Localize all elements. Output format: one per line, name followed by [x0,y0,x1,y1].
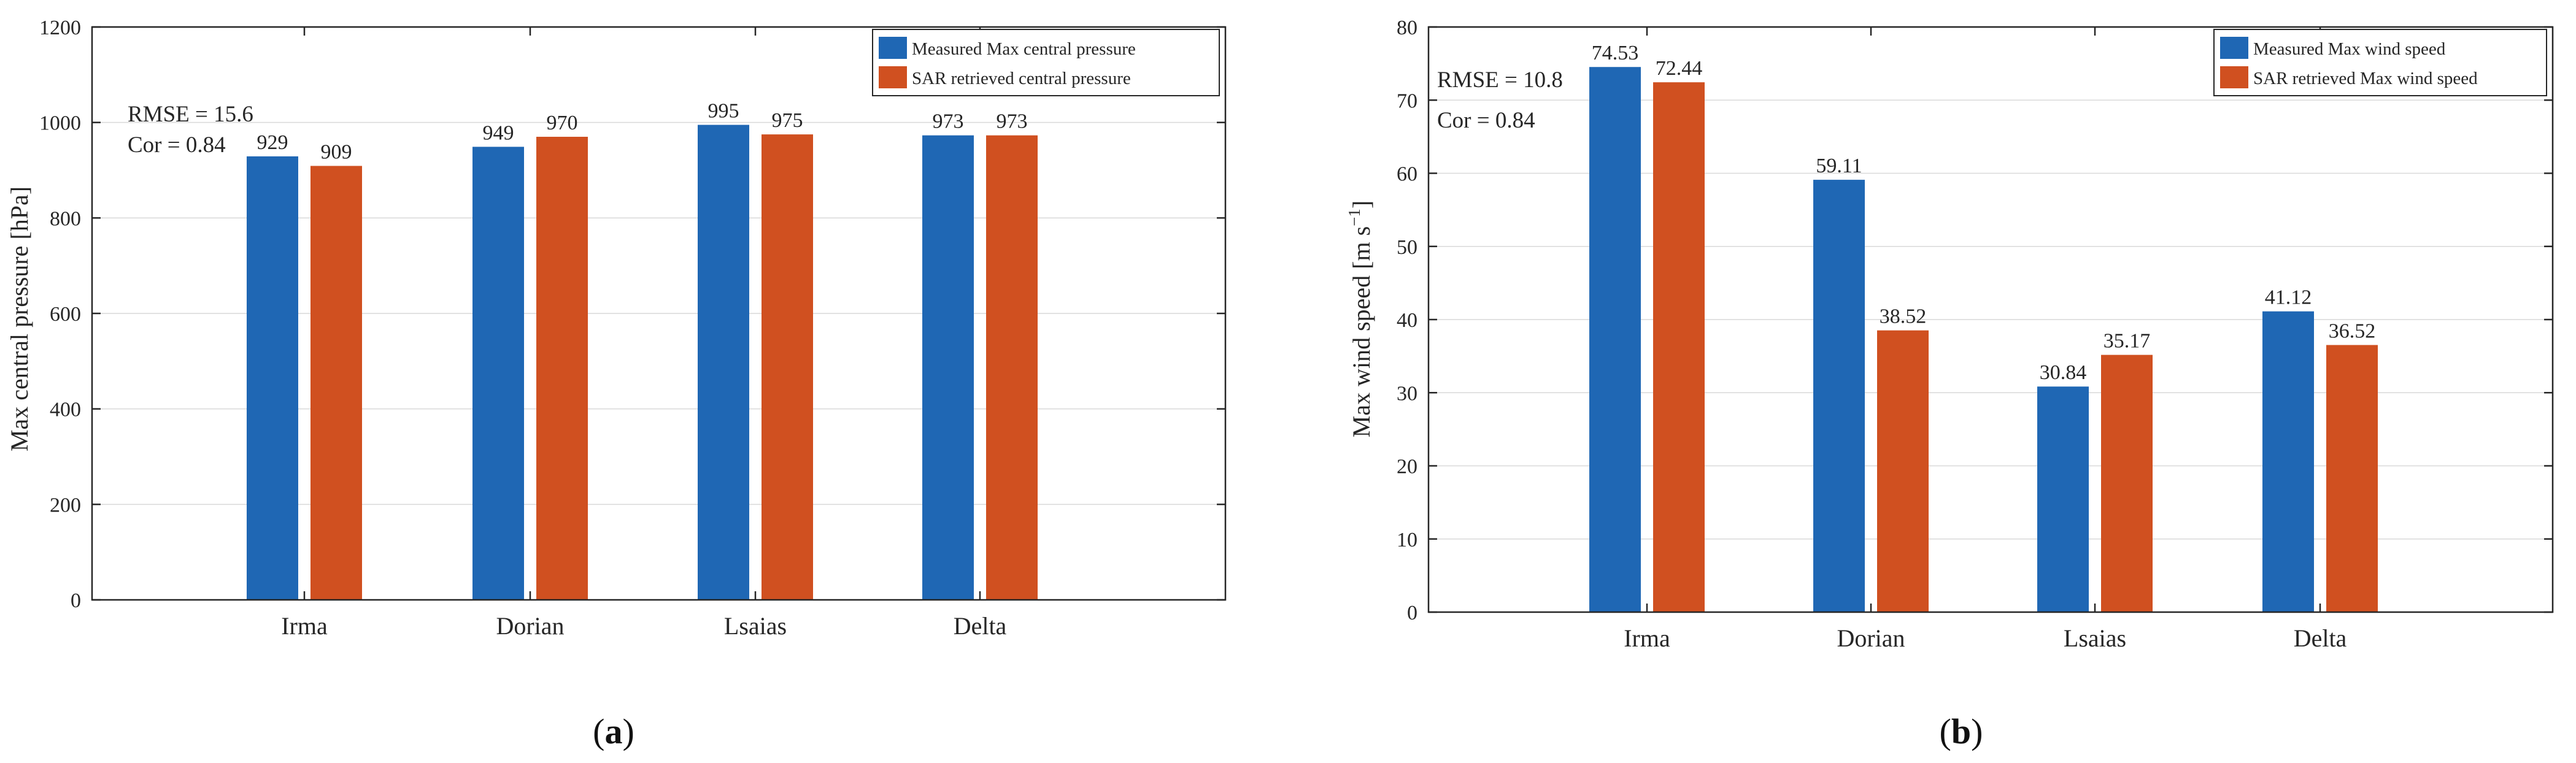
x-tick-label-b-irma: Irma [1624,624,1670,652]
bar-a-measured-dorian [472,147,524,600]
y-tick-label-b-2: 20 [1397,456,1417,478]
x-tick-label-b-dorian: Dorian [1837,624,1905,652]
x-tick-label-a-lsaias: Lsaias [724,612,787,640]
y-ticks-a: 0 200 400 600 800 1000 1200 [39,17,1225,612]
data-label-b-retrieved-delta: 36.52 [2329,320,2376,342]
bar-a-measured-irma [247,156,298,600]
cor-stat-b: Cor = 0.84 [1437,108,1535,133]
data-label-a-retrieved-lsaias: 975 [772,109,803,132]
y-tick-label-b-7: 70 [1397,90,1417,112]
x-tick-label-a-irma: Irma [281,612,328,640]
bar-a-measured-lsaias [698,125,749,600]
data-label-b-retrieved-irma: 72.44 [1656,57,1703,80]
y-axis-title-a: Max central pressure [hPa] [6,186,33,451]
bar-b-measured-dorian [1813,180,1865,612]
y-axis-title-b: Max wind speed [m s−1] [1345,201,1375,437]
legend-swatch-measured-a [879,37,907,59]
data-label-b-retrieved-lsaias: 35.17 [2104,330,2151,353]
y-tick-label-a-2: 400 [50,399,81,421]
bar-a-measured-delta [922,135,974,600]
y-tick-label-b-3: 30 [1397,382,1417,405]
panel-label-b: (b) [1940,711,1983,751]
x-tick-label-b-lsaias: Lsaias [2064,624,2126,652]
data-label-a-retrieved-dorian: 970 [547,112,578,134]
bar-a-retrieved-irma [310,166,362,600]
bar-b-retrieved-delta [2326,345,2378,612]
x-tick-label-b-delta: Delta [2294,624,2347,652]
legend-label-retrieved-b: SAR retrieved Max wind speed [2253,69,2478,88]
chart-a: 0 200 400 600 800 1000 1200 Irma Dorian Lsaias De… [6,17,1227,751]
cor-stat-a: Cor = 0.84 [128,132,226,158]
x-tick-label-a-delta: Delta [954,612,1007,640]
legend-swatch-measured-b [2220,37,2248,59]
y-tick-label-a-3: 600 [50,303,81,326]
y-tick-label-b-5: 50 [1397,236,1417,259]
y-axis-title-b-end: ] [1348,201,1375,209]
data-label-a-measured-dorian: 949 [483,121,514,144]
bar-a-retrieved-dorian [536,137,588,600]
legend-a: Measured Max central pressure SAR retrie… [872,29,1220,96]
bar-b-retrieved-lsaias [2101,355,2153,612]
bars-b [1589,67,2378,613]
legend-box-b [2213,29,2547,96]
bar-a-retrieved-lsaias [762,134,813,600]
data-label-a-retrieved-delta: 973 [997,110,1028,133]
y-tick-label-b-4: 40 [1397,309,1417,332]
rmse-stat-a: RMSE = 15.6 [128,102,253,127]
bar-b-retrieved-irma [1653,82,1705,612]
y-tick-label-b-0: 0 [1407,602,1417,624]
data-label-a-measured-delta: 973 [933,110,964,133]
y-tick-label-a-6: 1200 [39,17,81,39]
legend-label-measured-a: Measured Max central pressure [912,39,1136,59]
x-ticks-b: Irma Dorian Lsaias Delta [1624,27,2347,652]
legend-swatch-retrieved-b [2220,66,2248,88]
data-label-b-measured-lsaias: 30.84 [2040,361,2087,384]
y-ticks-b: 0 10 20 30 40 50 60 70 80 [1397,17,2553,624]
data-label-b-measured-irma: 74.53 [1592,42,1639,64]
rmse-stat-b: RMSE = 10.8 [1437,67,1563,93]
legend-swatch-retrieved-a [879,66,907,88]
legend-label-retrieved-a: SAR retrieved central pressure [912,69,1131,88]
y-axis-title-b-main: Max wind speed [m s [1348,226,1375,437]
data-label-a-retrieved-irma: 909 [321,140,352,163]
panel-letter-b: b [1951,711,1971,751]
y-tick-label-a-5: 1000 [39,112,81,135]
data-label-b-measured-dorian: 59.11 [1816,155,1862,177]
data-label-b-retrieved-dorian: 38.52 [1880,305,1927,328]
data-label-b-measured-delta: 41.12 [2265,286,2312,309]
data-labels-b: 74.53 72.44 59.11 38.52 30.84 35.17 41.12 36.52 [1592,42,2376,384]
data-label-a-measured-lsaias: 995 [708,100,739,123]
y-tick-label-b-1: 10 [1397,529,1417,551]
bar-a-retrieved-delta [986,135,1038,600]
bar-b-measured-delta [2262,311,2314,612]
y-tick-label-a-0: 0 [71,589,81,612]
y-tick-label-a-4: 800 [50,207,81,230]
x-tick-label-a-dorian: Dorian [496,612,564,640]
y-axis-title-b-sup: −1 [1345,209,1363,226]
bars-a [247,125,1038,600]
y-tick-label-b-8: 80 [1397,17,1417,39]
panel-letter-a: a [605,711,623,751]
y-tick-label-b-6: 60 [1397,163,1417,186]
bar-b-measured-lsaias [2037,386,2089,612]
legend-label-measured-b: Measured Max wind speed [2253,39,2446,59]
legend-box-a [872,29,1220,96]
y-tick-label-a-1: 200 [50,494,81,516]
panel-label-a: (a) [593,711,634,751]
data-label-a-measured-irma: 929 [257,131,288,154]
data-labels-a: 929 909 949 970 995 975 973 973 [257,100,1028,164]
bar-b-retrieved-dorian [1877,330,1929,612]
x-ticks-a: Irma Dorian Lsaias Delta [281,27,1007,640]
bar-b-measured-irma [1589,67,1641,613]
legend-b: Measured Max wind speed SAR retrieved Ma… [2213,29,2547,96]
